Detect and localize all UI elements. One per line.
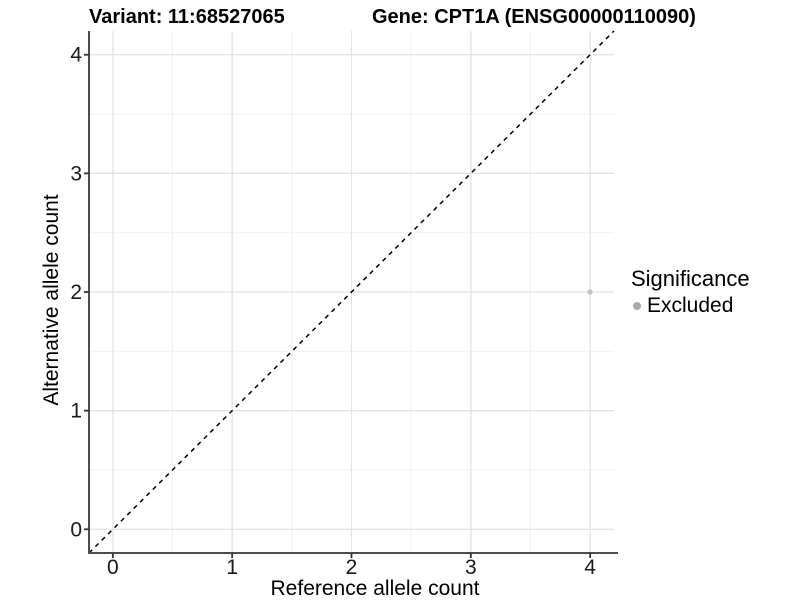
legend-item-label: Excluded bbox=[647, 294, 734, 317]
x-tick-label: 1 bbox=[226, 556, 238, 579]
y-tick-label: 2 bbox=[70, 281, 82, 304]
variant-title: Variant: 11:68527065 bbox=[89, 6, 285, 28]
y-axis-title: Alternative allele count bbox=[40, 194, 63, 405]
y-tick-label: 3 bbox=[70, 162, 82, 185]
y-tick-label: 1 bbox=[70, 400, 82, 423]
plot-layers: 0 1 2 3 4 0 1 2 3 4 bbox=[70, 30, 618, 579]
x-tick-label: 4 bbox=[584, 556, 596, 579]
legend-title: Significance bbox=[631, 266, 750, 291]
x-tick-label: 0 bbox=[107, 556, 119, 579]
legend: Significance Excluded bbox=[631, 266, 750, 318]
x-tick-label: 3 bbox=[465, 556, 477, 579]
x-tick-label: 2 bbox=[346, 556, 358, 579]
y-tick-label: 0 bbox=[70, 518, 82, 541]
legend-item-excluded: Excluded bbox=[631, 293, 750, 318]
y-tick-label: 4 bbox=[70, 44, 82, 67]
data-point bbox=[587, 289, 593, 295]
x-axis-title: Reference allele count bbox=[271, 577, 480, 600]
identity-line bbox=[88, 30, 615, 554]
legend-point-icon bbox=[633, 301, 641, 310]
gene-title: Gene: CPT1A (ENSG00000110090) bbox=[372, 6, 696, 28]
